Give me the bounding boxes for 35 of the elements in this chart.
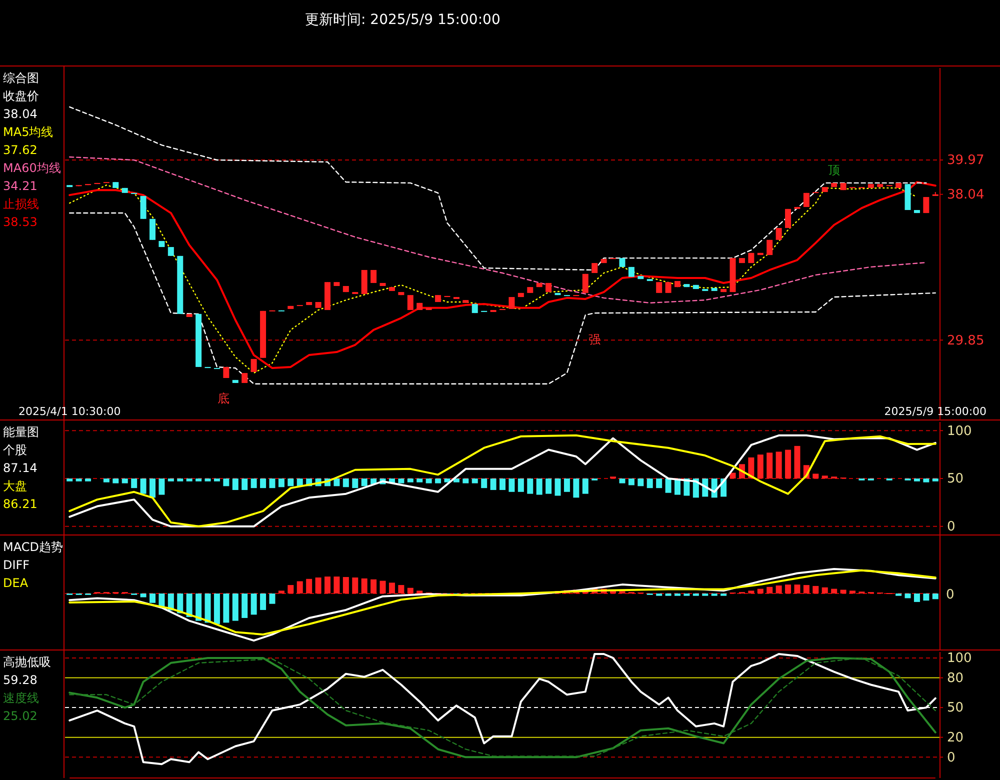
text: 止损线 <box>3 197 39 211</box>
y-tick-label: 50 <box>947 700 964 716</box>
y-tick-label: 0 <box>947 520 956 535</box>
y-tick-label: 39.97 <box>947 153 984 168</box>
y-tick-label: 50 <box>947 472 964 487</box>
chart-title: 能量图 <box>3 425 39 439</box>
text: 38.53 <box>3 215 38 229</box>
text: 87.14 <box>3 461 38 475</box>
text: 37.62 <box>3 143 38 157</box>
chart-subtitle: 更新时间: 2025/5/9 15:00:00 <box>305 12 500 28</box>
chart-title: 综合图 <box>3 71 39 85</box>
text: 34.21 <box>3 179 38 193</box>
chart-title: MACD趋势 <box>3 540 63 554</box>
text: 59.28 <box>3 673 38 687</box>
text: 38.04 <box>3 107 38 121</box>
annotation: 底 <box>217 391 230 406</box>
text: 大盘 <box>3 479 27 493</box>
series-label: MA60均线 <box>3 161 61 175</box>
text: DIFF <box>3 558 30 572</box>
text: 速度线 <box>3 691 39 705</box>
text: 收盘价 <box>3 89 39 103</box>
text: 25.02 <box>3 709 38 723</box>
text: 86.21 <box>3 497 38 511</box>
text: 高抛低吸 <box>3 655 51 669</box>
y-tick-label: 20 <box>947 730 964 746</box>
y-tick-label: 100 <box>947 651 972 666</box>
text: DEA <box>3 576 29 590</box>
y-tick-label: 100 <box>947 424 972 439</box>
text: MA5均线 <box>3 125 54 139</box>
y-tick-label: 0 <box>947 750 956 766</box>
text: 个股 <box>3 443 27 457</box>
y-tick-label: 38.04 <box>947 188 984 203</box>
y-tick-label: 29.85 <box>947 333 984 348</box>
y-tick-label: 80 <box>947 670 964 686</box>
annotation: 顶 <box>828 163 840 178</box>
